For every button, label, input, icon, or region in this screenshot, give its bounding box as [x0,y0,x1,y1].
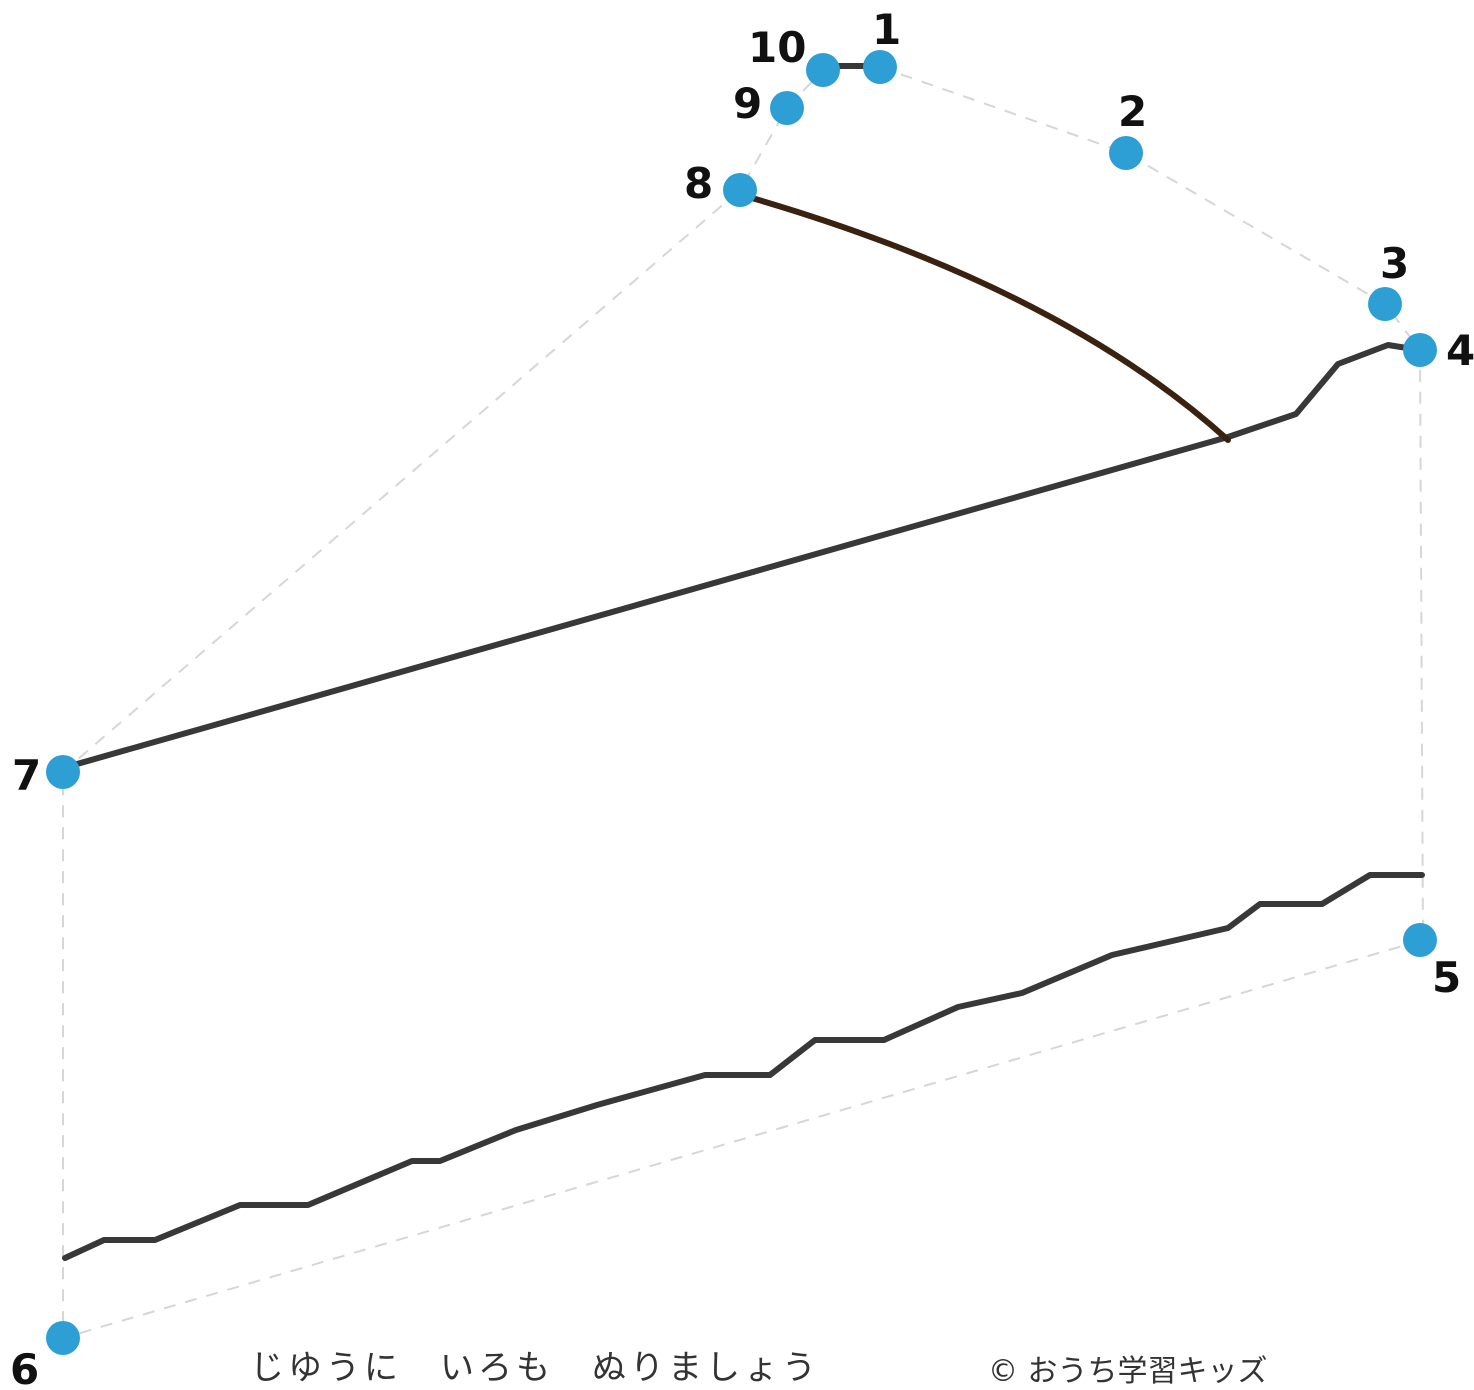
drawn-outline [60,63,1425,1261]
dot-3-label: 3 [1380,239,1409,288]
dot-8[interactable]: 8 [684,159,757,208]
dot-2-marker[interactable] [1109,136,1143,170]
dot-2[interactable]: 2 [1109,87,1147,170]
dot-7-label: 7 [12,751,41,800]
dot-2-label: 2 [1118,87,1147,136]
instruction-text: じゆうに いろも ぬりましょう [250,1348,820,1388]
upper-edge-line [60,342,1423,771]
dot-4-marker[interactable] [1403,333,1437,367]
dot-3-marker[interactable] [1368,287,1402,321]
copyright-text: © おうち学習キッズ [988,1354,1268,1389]
dot-6-label: 6 [10,1345,39,1388]
dot-9-label: 9 [733,79,762,128]
dot-7[interactable]: 7 [12,751,80,800]
dot-1-marker[interactable] [863,50,897,84]
dot-8-marker[interactable] [723,173,757,207]
dot-1[interactable]: 1 [863,5,901,84]
dot-10-marker[interactable] [806,53,840,87]
dot-8-label: 8 [684,159,713,208]
dot-10-label: 10 [748,23,806,72]
guide-lines [62,66,1425,1340]
dot-9-marker[interactable] [770,91,804,125]
dot-3[interactable]: 3 [1368,239,1409,321]
dot-1-label: 1 [872,5,901,54]
guide-path [62,66,1425,1340]
dot-5[interactable]: 5 [1403,923,1461,1002]
numbered-dots: 1 2 3 4 5 6 7 8 [10,5,1474,1388]
dot-6[interactable]: 6 [10,1321,80,1388]
dot-7-marker[interactable] [46,755,80,789]
dot-5-label: 5 [1432,953,1461,1002]
dot-4-label: 4 [1446,326,1474,375]
dot-10[interactable]: 10 [748,23,840,87]
dot-6-marker[interactable] [46,1321,80,1355]
dot-9[interactable]: 9 [733,79,804,128]
dot-5-marker[interactable] [1403,923,1437,957]
dot-4[interactable]: 4 [1403,326,1474,375]
lower-edge-line [62,872,1425,1261]
curved-strap-line [749,195,1231,443]
